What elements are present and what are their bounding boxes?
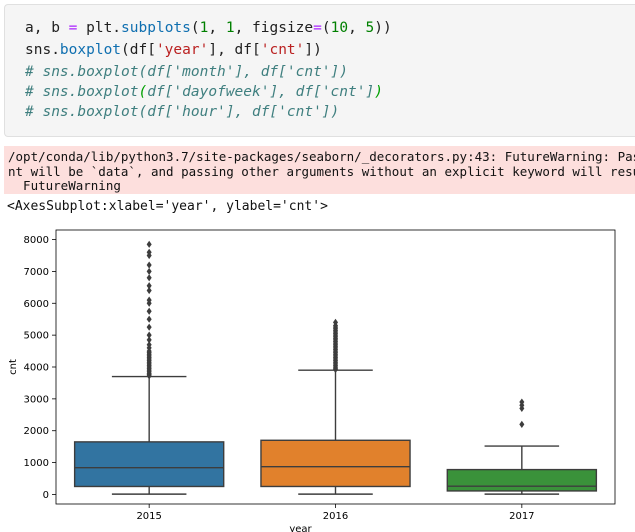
code-comment-line: # sns.boxplot(df['month'], df['cnt']) [25,64,349,80]
outlier-point [146,282,152,290]
x-tick-label: 2015 [136,511,161,522]
code-comment-line: # sns.boxplot(df['dayofweek'], df['cnt']… [25,84,383,100]
y-tick-label: 6000 [24,299,49,310]
stderr-line: /opt/conda/lib/python3.7/site-packages/s… [8,149,635,164]
y-tick-label: 5000 [24,331,49,342]
outlier-point [146,323,152,331]
outlier-point [146,261,152,269]
y-tick-label: 7000 [24,267,49,278]
outlier-point [146,307,152,315]
y-tick-label: 1000 [24,458,49,469]
y-tick-label: 2000 [24,426,49,437]
y-tick-label: 4000 [24,363,49,374]
box-2017 [446,468,598,492]
code-cell[interactable]: a, b = plt.subplots(1, 1, figsize=(10, 5… [4,4,635,137]
code-comment-line: # sns.boxplot(df['hour'], df['cnt']) [25,104,340,120]
box-2015 [73,441,225,488]
outlier-point [146,240,152,248]
code-line: a, b = plt.subplots(1, 1, figsize=(10, 5… [25,20,392,36]
y-tick-label: 3000 [24,394,49,405]
stderr-line: nt will be `data`, and passing other arg… [8,163,635,179]
outlier-point [146,267,152,276]
x-tick-label: 2016 [323,511,348,522]
outlier-point [519,398,525,406]
outlier-point [519,420,525,428]
outlier-point [146,331,152,339]
outlier-point [146,274,152,282]
y-tick-label: 0 [43,490,49,501]
y-tick-label: 8000 [24,235,49,246]
code-line: sns.boxplot(df['year'], df['cnt']) [25,42,322,58]
outlier-point [146,248,152,256]
output-repr: <AxesSubplot:xlabel='year', ylabel='cnt'… [7,199,328,214]
x-axis-label: year [289,524,312,532]
outlier-point [146,315,152,323]
outlier-point [332,318,339,326]
y-axis-label: cnt [8,359,19,375]
boxplot-chart: 0 1000 2000 3000 4000 5000 6000 7000 8000 2015 201… [8,229,616,532]
box-2016 [260,439,411,488]
outlier-point [146,286,152,295]
stderr-line: FutureWarning [8,178,121,193]
x-tick-label: 2017 [509,511,534,522]
stderr-output: /opt/conda/lib/python3.7/site-packages/s… [4,146,635,194]
